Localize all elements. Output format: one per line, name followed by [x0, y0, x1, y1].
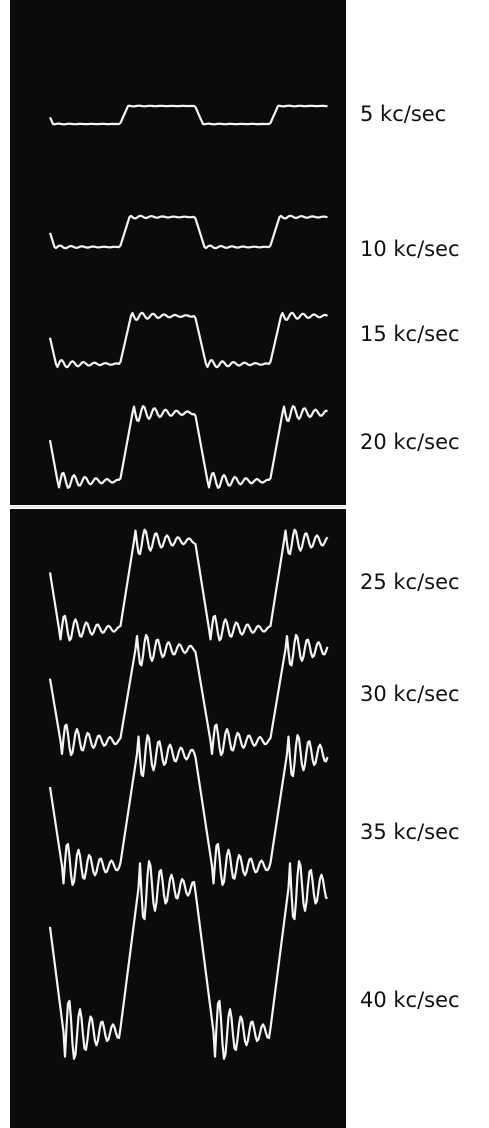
trace-label: 30 kc/sec [360, 682, 460, 706]
trace-label: 25 kc/sec [360, 570, 460, 594]
trace-label: 20 kc/sec [360, 430, 460, 454]
figure: 5 kc/sec 10 kc/sec 15 kc/sec 20 kc/sec 25 kc… [0, 0, 489, 1128]
scope-panel-top [10, 0, 346, 505]
page: {"labels": ["5 kc/sec", "10 kc/sec", "15… [0, 0, 489, 1128]
scope-panel-bottom [10, 509, 346, 1128]
trace-label: 40 kc/sec [360, 988, 460, 1012]
trace-label: 15 kc/sec [360, 322, 460, 346]
trace-label: 5 kc/sec [360, 102, 446, 126]
trace-label: 35 kc/sec [360, 820, 460, 844]
trace-label: 10 kc/sec [360, 237, 460, 261]
